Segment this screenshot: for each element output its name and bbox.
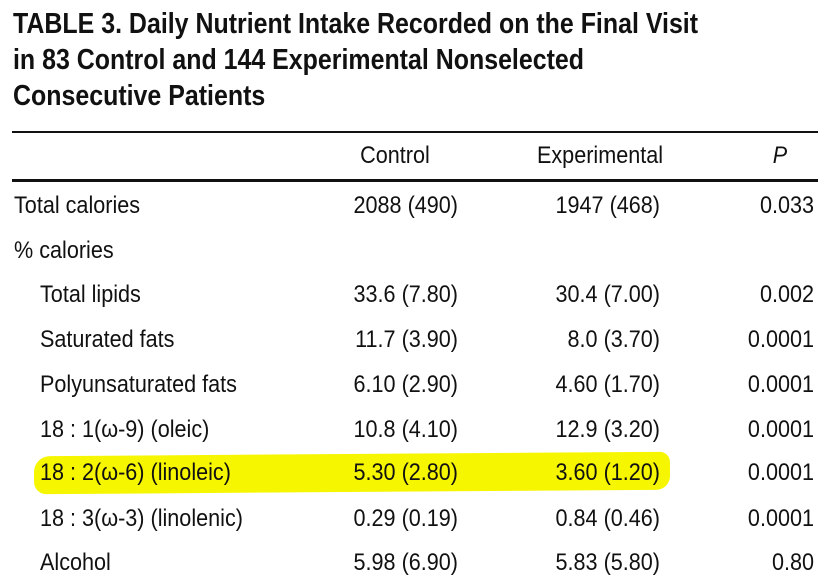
row-label: 18 : 2(ω-6) (linoleic) (40, 459, 231, 486)
row-label: Polyunsaturated fats (40, 371, 237, 398)
p-value: 0.0001 (747, 459, 814, 486)
p-value: 0.002 (759, 281, 814, 308)
experimental-value: 5.83 (5.80) (555, 549, 660, 576)
row-label: Alcohol (40, 549, 111, 576)
p-value: 0.0001 (747, 326, 814, 353)
table-header-rule (12, 179, 818, 182)
header-experimental: Experimental (536, 142, 664, 169)
p-value: 0.033 (759, 192, 814, 219)
row-label: Saturated fats (40, 326, 175, 353)
p-value: 0.0001 (747, 416, 814, 443)
control-value: 10.8 (4.10) (353, 416, 458, 443)
experimental-value: 30.4 (7.00) (555, 281, 660, 308)
experimental-value: 0.84 (0.46) (555, 505, 660, 532)
control-value: 5.98 (6.90) (353, 549, 458, 576)
experimental-value: 3.60 (1.20) (555, 459, 660, 486)
experimental-value: 8.0 (3.70) (567, 326, 660, 353)
row-label: 18 : 1(ω-9) (oleic) (40, 416, 210, 443)
control-value: 6.10 (2.90) (353, 371, 458, 398)
control-value: 33.6 (7.80) (353, 281, 458, 308)
header-control: Control (360, 142, 430, 169)
control-value: 2088 (490) (353, 192, 458, 219)
header-p-value: P (772, 142, 788, 169)
p-value: 0.0001 (747, 505, 814, 532)
table-title: TABLE 3. Daily Nutrient Intake Recorded … (13, 8, 699, 112)
control-value: 5.30 (2.80) (353, 459, 458, 486)
p-value: 0.80 (771, 549, 814, 576)
row-label: 18 : 3(ω-3) (linolenic) (40, 505, 243, 532)
experimental-value: 1947 (468) (555, 192, 660, 219)
control-value: 0.29 (0.19) (353, 505, 458, 532)
p-value: 0.0001 (747, 371, 814, 398)
control-value: 11.7 (3.90) (355, 326, 458, 353)
experimental-value: 4.60 (1.70) (555, 371, 660, 398)
row-label: Total lipids (40, 281, 141, 308)
experimental-value: 12.9 (3.20) (555, 416, 660, 443)
table-top-rule (12, 131, 818, 133)
row-label: Total calories (14, 192, 141, 219)
row-label: % calories (14, 237, 114, 264)
